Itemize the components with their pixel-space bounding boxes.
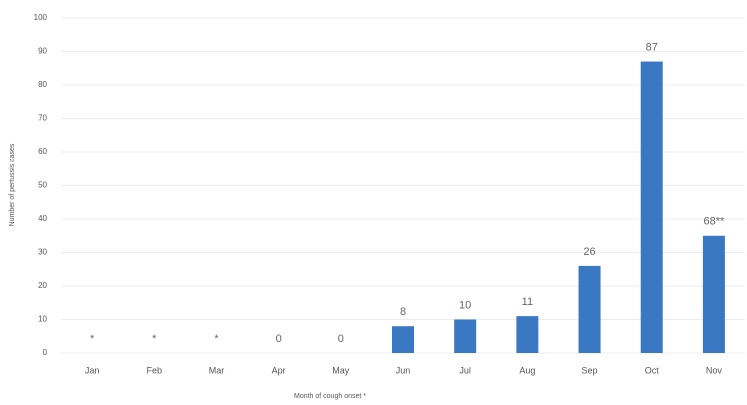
x-tick-label: Nov bbox=[706, 365, 723, 375]
value-label: * bbox=[90, 333, 95, 345]
y-tick-label: 80 bbox=[38, 80, 47, 89]
x-tick-label: Feb bbox=[147, 365, 163, 375]
y-tick-label: 90 bbox=[38, 47, 47, 56]
y-axis-label: Number of pertussis cases bbox=[9, 143, 16, 226]
y-tick-label: 10 bbox=[38, 315, 47, 324]
value-label: 11 bbox=[522, 296, 533, 308]
y-tick-label: 100 bbox=[34, 13, 48, 22]
y-tick-label: 30 bbox=[38, 248, 47, 257]
bar bbox=[578, 265, 601, 353]
x-tick-label: Jan bbox=[85, 365, 100, 375]
value-label: 68** bbox=[704, 216, 726, 228]
x-axis-label: Month of cough onset * bbox=[294, 393, 366, 400]
value-label: 26 bbox=[583, 246, 595, 258]
value-label: 0 bbox=[338, 333, 344, 345]
x-tick-label: Apr bbox=[272, 365, 286, 375]
y-tick-label: 60 bbox=[38, 147, 47, 156]
value-label: 8 bbox=[400, 306, 406, 318]
bar bbox=[702, 235, 725, 353]
x-tick-label: Jun bbox=[396, 365, 411, 375]
value-label: 87 bbox=[646, 41, 658, 53]
x-tick-label: Jul bbox=[459, 365, 471, 375]
x-tick-label: Sep bbox=[582, 365, 598, 375]
y-tick-label: 40 bbox=[38, 214, 47, 223]
value-label: 10 bbox=[459, 299, 471, 311]
y-tick-label: 0 bbox=[43, 348, 48, 357]
value-label: 0 bbox=[276, 333, 282, 345]
value-label: * bbox=[152, 333, 157, 345]
x-tick-label: Oct bbox=[645, 365, 660, 375]
y-tick-label: 50 bbox=[38, 181, 47, 190]
x-tick-label: Aug bbox=[519, 365, 535, 375]
bar bbox=[516, 316, 539, 353]
bar bbox=[640, 61, 663, 354]
bar bbox=[454, 319, 477, 353]
value-label: * bbox=[214, 333, 219, 345]
y-tick-label: 20 bbox=[38, 281, 47, 290]
x-tick-label: Mar bbox=[209, 365, 225, 375]
bar bbox=[392, 326, 414, 353]
x-tick-label: May bbox=[332, 365, 350, 375]
y-tick-label: 70 bbox=[38, 114, 47, 123]
